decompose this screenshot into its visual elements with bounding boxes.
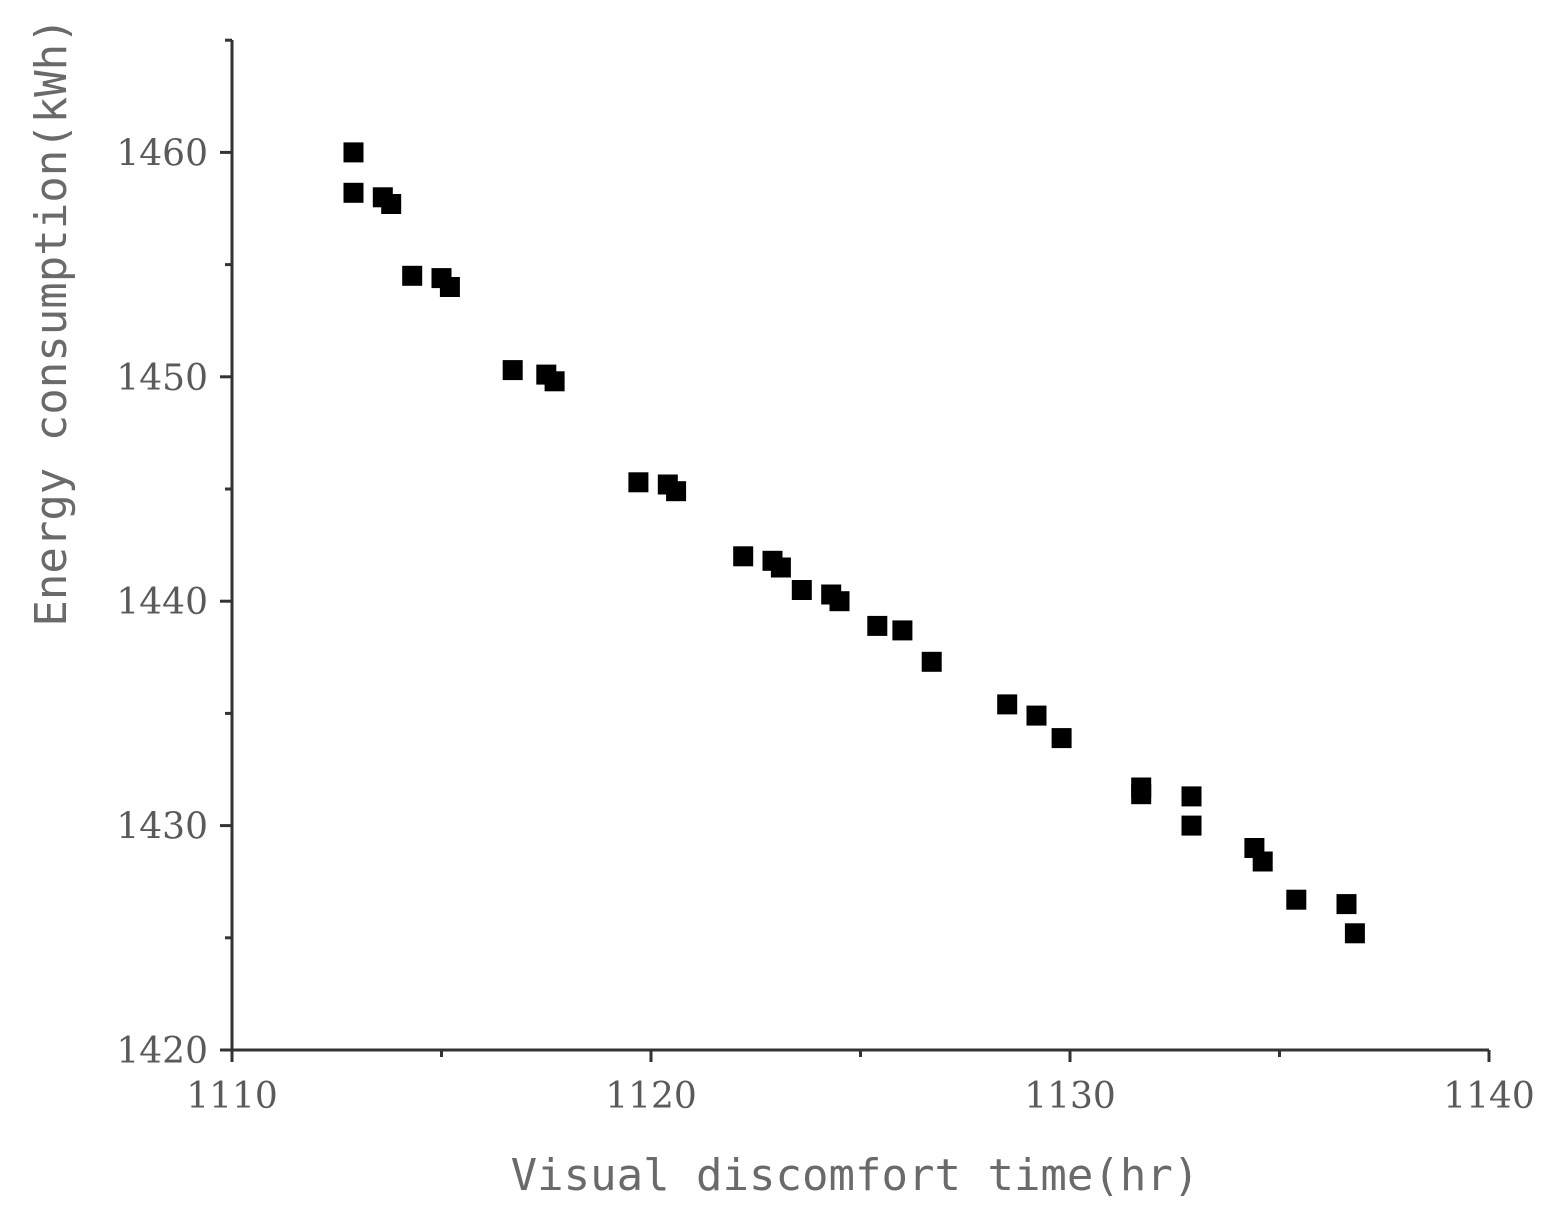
data-point — [666, 481, 687, 502]
x-tick-label: 1120 — [605, 1076, 697, 1117]
data-point — [770, 557, 791, 578]
data-point — [791, 580, 812, 600]
data-point — [502, 360, 523, 381]
data-point — [402, 265, 423, 286]
x-tick-label: 1110 — [186, 1076, 278, 1117]
data-point — [829, 591, 850, 612]
y-tick-label: 1440 — [116, 582, 208, 623]
y-tick-label: 1430 — [116, 807, 208, 848]
data-point — [892, 620, 913, 641]
data-point — [1181, 786, 1202, 807]
data-point — [1181, 815, 1202, 836]
data-point — [1131, 784, 1152, 805]
y-axis-ticks: 1420 1430 1440 1450 1460 — [116, 38, 232, 1072]
y-tick-label: 1450 — [116, 358, 208, 399]
data-point — [1344, 923, 1365, 944]
data-point — [343, 182, 364, 203]
y-tick-label: 1460 — [116, 133, 208, 174]
x-tick-label: 1140 — [1443, 1076, 1535, 1117]
data-point — [343, 142, 364, 163]
data-point — [1252, 851, 1273, 872]
y-tick-label: 1420 — [116, 1031, 208, 1072]
x-axis-ticks: 1110 1120 1130 1140 — [186, 1050, 1535, 1117]
x-tick-label: 1130 — [1024, 1076, 1116, 1117]
y-axis-title: Energy consumption(kWh) — [26, 17, 77, 626]
data-point — [921, 651, 942, 672]
data-point — [1336, 894, 1357, 915]
data-point — [381, 194, 402, 214]
data-point — [628, 472, 649, 493]
data-point — [1286, 889, 1307, 910]
data-point — [733, 546, 754, 567]
x-axis-title: Visual discomfort time(hr) — [511, 1150, 1200, 1201]
data-point — [1026, 705, 1047, 726]
data-point — [997, 694, 1018, 715]
data-point — [1051, 728, 1072, 749]
data-point — [867, 615, 888, 636]
data-points — [343, 142, 1365, 944]
data-point — [544, 371, 565, 392]
data-point — [439, 277, 460, 297]
